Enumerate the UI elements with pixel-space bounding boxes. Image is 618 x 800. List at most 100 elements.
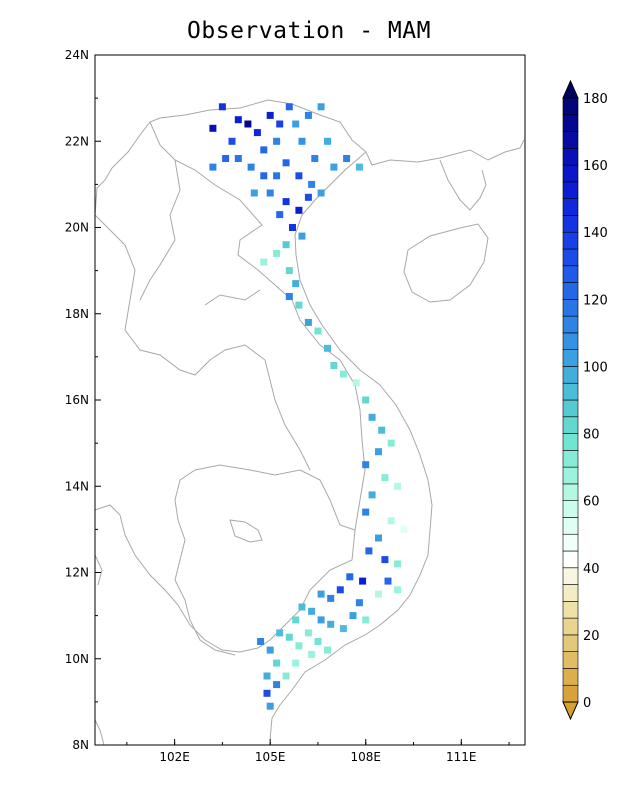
station-marker bbox=[308, 180, 316, 188]
station-marker bbox=[394, 560, 402, 568]
border-laos-inner bbox=[204, 289, 261, 306]
station-marker bbox=[282, 672, 290, 680]
station-marker bbox=[266, 702, 274, 710]
coastline-tonle-sap bbox=[229, 519, 263, 543]
colorbar-label: 20 bbox=[583, 629, 600, 644]
station-marker bbox=[292, 120, 300, 128]
station-marker bbox=[387, 517, 395, 525]
station-marker bbox=[263, 672, 271, 680]
station-marker bbox=[339, 625, 347, 633]
colorbar-segment bbox=[562, 148, 579, 166]
colorbar-segment bbox=[562, 584, 579, 602]
colorbar-label: 80 bbox=[583, 428, 600, 443]
map-frame bbox=[94, 54, 526, 746]
colorbar-segment bbox=[562, 466, 579, 485]
colorbar-segment bbox=[562, 550, 579, 569]
station-marker bbox=[295, 172, 303, 180]
station-marker bbox=[330, 362, 338, 369]
station-marker bbox=[394, 586, 402, 594]
colorbar-label: 180 bbox=[583, 92, 608, 107]
colorbar-segment bbox=[562, 450, 579, 468]
station-marker bbox=[292, 659, 300, 667]
colorbar-segment bbox=[562, 332, 579, 350]
colorbar-segment bbox=[562, 567, 579, 585]
coastline-leizhou bbox=[439, 159, 487, 211]
station-marker bbox=[292, 616, 300, 624]
colorbar-segment bbox=[562, 483, 579, 501]
station-marker bbox=[314, 327, 322, 335]
colorbar-segment bbox=[562, 265, 579, 283]
station-marker bbox=[317, 616, 325, 624]
colorbar-label: 0 bbox=[583, 696, 591, 711]
station-marker bbox=[362, 396, 370, 404]
station-marker bbox=[260, 172, 268, 180]
colorbar-segment bbox=[562, 684, 579, 703]
x-tick-label: 102E bbox=[159, 750, 190, 764]
border-laos-thailand bbox=[94, 214, 311, 471]
y-tick-label: 20N bbox=[65, 221, 89, 235]
station-marker bbox=[209, 124, 217, 132]
station-marker bbox=[298, 232, 306, 240]
station-marker bbox=[295, 642, 303, 650]
colorbar-segment bbox=[562, 299, 579, 317]
y-tick-label: 14N bbox=[65, 479, 89, 493]
colorbar-label: 120 bbox=[583, 293, 608, 308]
station-marker bbox=[295, 301, 303, 309]
station-marker bbox=[346, 573, 354, 581]
station-marker bbox=[378, 426, 386, 434]
y-tick-label: 24N bbox=[65, 48, 89, 62]
colorbar-segment bbox=[562, 601, 579, 619]
station-marker bbox=[304, 193, 312, 201]
station-marker bbox=[336, 586, 344, 594]
station-marker bbox=[359, 577, 367, 585]
colorbar-segment bbox=[562, 617, 579, 636]
station-marker bbox=[266, 189, 274, 197]
station-marker bbox=[375, 534, 382, 542]
colorbar-under-arrow bbox=[562, 701, 579, 721]
coastline-thailand-west bbox=[94, 554, 103, 586]
colorbar-label: 60 bbox=[583, 495, 600, 510]
x-tick-label: 111E bbox=[446, 750, 477, 764]
station-marker bbox=[285, 633, 293, 641]
colorbar-label: 140 bbox=[583, 226, 608, 241]
station-marker bbox=[327, 620, 335, 628]
y-tick-label: 12N bbox=[65, 566, 89, 580]
station-marker bbox=[263, 689, 271, 697]
station-marker bbox=[304, 318, 312, 326]
colorbar-segment bbox=[562, 382, 579, 401]
station-marker bbox=[304, 629, 312, 637]
station-marker bbox=[282, 159, 290, 167]
coastline-china bbox=[149, 99, 525, 166]
station-marker bbox=[368, 413, 376, 421]
station-marker bbox=[375, 590, 382, 598]
colorbar-segment bbox=[562, 517, 579, 535]
station-marker bbox=[387, 439, 395, 447]
station-marker bbox=[308, 607, 316, 615]
station-marker bbox=[349, 612, 357, 620]
station-marker bbox=[285, 267, 293, 275]
station-marker bbox=[295, 206, 303, 214]
station-marker bbox=[285, 103, 293, 111]
station-marker bbox=[355, 163, 363, 171]
y-tick-label: 22N bbox=[65, 134, 89, 148]
station-marker bbox=[375, 448, 382, 456]
border-cambodia-west bbox=[174, 479, 236, 656]
colorbar-segment bbox=[562, 97, 579, 116]
colorbar-segment bbox=[562, 215, 579, 233]
station-marker bbox=[368, 491, 376, 499]
station-marker bbox=[285, 293, 293, 300]
station-marker bbox=[209, 163, 217, 171]
border-vietnam-laos bbox=[149, 121, 366, 641]
colorbar-segment bbox=[562, 114, 579, 132]
y-tick-label: 8N bbox=[72, 738, 89, 752]
station-marker bbox=[324, 646, 331, 654]
border-cambodia-thailand bbox=[179, 464, 356, 531]
coastline-layer bbox=[94, 99, 525, 746]
station-marker bbox=[282, 241, 290, 249]
x-tick-label: 108E bbox=[350, 750, 381, 764]
station-marker bbox=[234, 155, 242, 162]
y-axis: 24N 22N 20N 18N 16N 14N 12N 10N 8N bbox=[65, 48, 101, 752]
station-marker bbox=[355, 599, 363, 607]
colorbar-segment bbox=[562, 533, 579, 552]
station-marker bbox=[234, 116, 242, 124]
